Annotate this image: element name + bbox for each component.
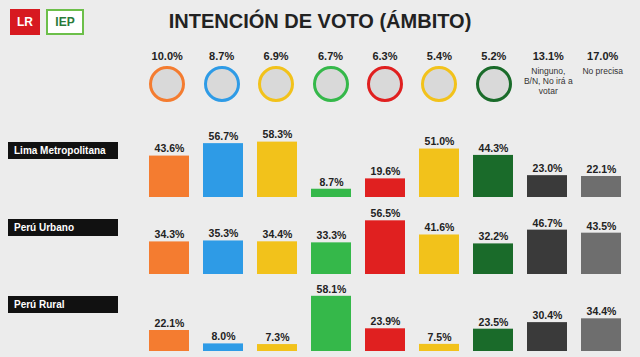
svg-text:7.3%: 7.3% (266, 331, 291, 343)
svg-text:46.7%: 46.7% (533, 216, 563, 228)
svg-text:22.1%: 22.1% (587, 163, 617, 175)
html-text:6.3%: 6.3% (372, 50, 398, 62)
html-text:IEP: IEP (55, 15, 75, 29)
html-text:8.7%: 8.7% (209, 50, 235, 62)
svg-text:41.6%: 41.6% (425, 221, 455, 233)
svg-text:23.9%: 23.9% (371, 315, 401, 327)
html-text:Perú Rural: Perú Rural (14, 299, 65, 310)
svg-text:7.5%: 7.5% (428, 331, 453, 343)
html-text:17.0%: 17.0% (587, 50, 619, 62)
svg-text:51.0%: 51.0% (425, 135, 455, 147)
html-text:Lima Metropolitana: Lima Metropolitana (14, 145, 106, 156)
svg-text:30.4%: 30.4% (533, 309, 563, 321)
svg-text:58.3%: 58.3% (263, 128, 293, 140)
html-text:INTENCIÓN DE VOTO (ÁMBITO): INTENCIÓN DE VOTO (ÁMBITO) (168, 10, 472, 32)
html-text:6.9%: 6.9% (263, 50, 289, 62)
svg-text:19.6%: 19.6% (371, 165, 401, 177)
svg-text:32.2%: 32.2% (479, 230, 509, 242)
svg-text:56.7%: 56.7% (209, 130, 239, 142)
svg-text:8.7%: 8.7% (320, 176, 345, 188)
svg-text:34.3%: 34.3% (155, 228, 185, 240)
svg-text:8.0%: 8.0% (212, 330, 237, 342)
html-text:13.1%: 13.1% (532, 50, 564, 62)
html-text:LR: LR (17, 15, 33, 29)
svg-text:56.5%: 56.5% (371, 207, 401, 219)
html-text:Ninguno, B/N, No irá a votar: Ninguno, B/N, No irá a votar (524, 66, 573, 96)
svg-text:44.3%: 44.3% (479, 142, 509, 154)
svg-text:35.3%: 35.3% (209, 227, 239, 239)
html-text:5.4%: 5.4% (426, 50, 452, 62)
html-text:10.0%: 10.0% (151, 50, 183, 62)
html-text:Perú Urbano: Perú Urbano (14, 222, 74, 233)
svg-text:58.1%: 58.1% (317, 283, 347, 295)
svg-text:22.1%: 22.1% (155, 317, 185, 329)
html-text:6.7%: 6.7% (318, 50, 344, 62)
svg-text:33.3%: 33.3% (317, 229, 347, 241)
html-text:No precisa: No precisa (582, 66, 623, 76)
svg-text:23.0%: 23.0% (533, 162, 563, 174)
html-text:5.2%: 5.2% (481, 50, 507, 62)
svg-text:43.5%: 43.5% (587, 220, 617, 232)
svg-text:23.5%: 23.5% (479, 316, 509, 328)
svg-text:34.4%: 34.4% (263, 228, 293, 240)
svg-text:34.4%: 34.4% (587, 305, 617, 317)
svg-text:43.6%: 43.6% (155, 142, 185, 154)
